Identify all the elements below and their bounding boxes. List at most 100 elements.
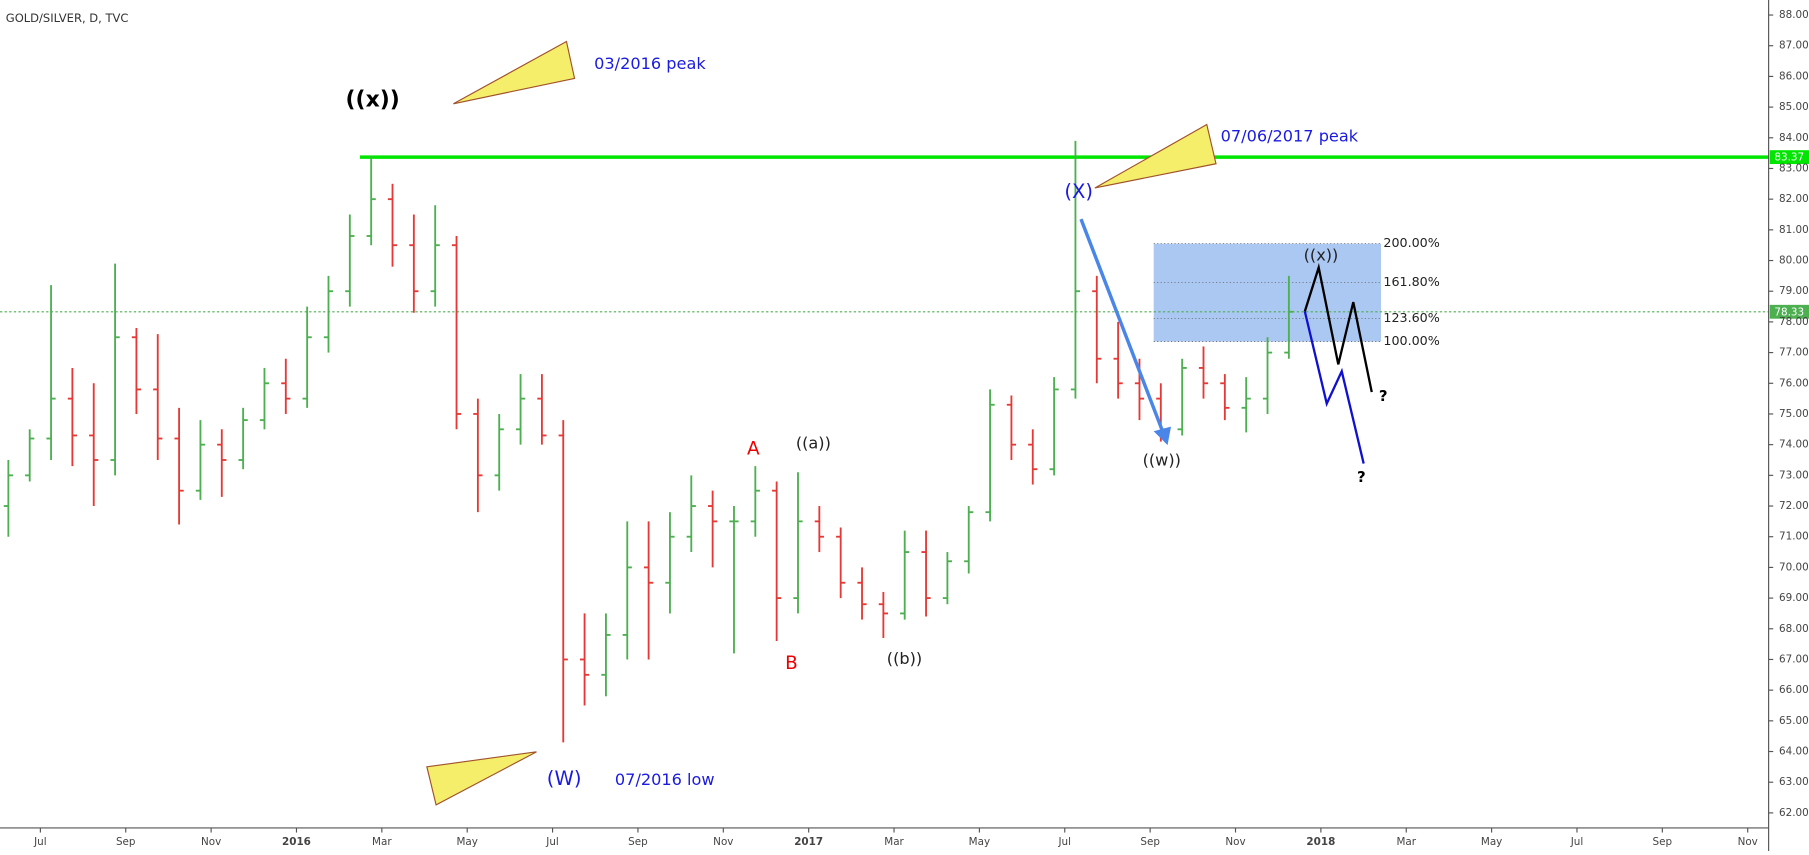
plot-area — [0, 140, 1769, 743]
ohlc-bar — [238, 407, 248, 470]
ohlc-bar — [174, 407, 184, 525]
ohlc-bar — [708, 490, 718, 568]
x-tick-label: Sep — [1140, 836, 1160, 848]
callout-triangle — [453, 40, 576, 105]
ohlc-bar — [387, 183, 398, 267]
ohlc-bar — [772, 481, 782, 642]
ohlc-bar — [1070, 140, 1081, 399]
annotation: 07/06/2017 peak — [1221, 127, 1359, 146]
ohlc-bar — [366, 156, 376, 246]
y-tick-label: 80.00 — [1779, 255, 1809, 267]
y-tick-label: 69.00 — [1779, 592, 1809, 604]
ohlc-bar — [494, 413, 504, 491]
x-tick-label: May — [969, 836, 990, 848]
ohlc-bar — [878, 591, 888, 638]
y-tick-label: 62.00 — [1779, 807, 1809, 819]
projection-path — [1303, 311, 1365, 464]
y-tick-label: 81.00 — [1779, 224, 1809, 236]
y-tick-label: 67.00 — [1779, 653, 1809, 665]
y-tick-label: 78.00 — [1779, 316, 1809, 328]
price-tag — [1769, 304, 1809, 319]
ohlc-bar — [579, 613, 590, 706]
ohlc-bar — [515, 374, 526, 445]
wave-label: ((x)) — [1304, 245, 1339, 264]
ohlc-bar — [1241, 377, 1251, 433]
wave-label: ((a)) — [796, 433, 831, 452]
ohlc-bar — [281, 358, 291, 414]
ohlc-bar — [793, 472, 803, 614]
callout-triangle — [426, 751, 537, 806]
y-tick-label: 66.00 — [1779, 684, 1809, 696]
y-tick-label: 83.00 — [1779, 162, 1809, 174]
fib-label: 123.60% — [1383, 310, 1439, 325]
y-tick-label: 73.00 — [1779, 469, 1809, 481]
y-tick-label: 63.00 — [1779, 776, 1809, 788]
ohlc-bar — [409, 214, 419, 313]
y-tick-label: 77.00 — [1779, 347, 1809, 359]
ohlc-bar — [153, 334, 163, 460]
ohlc-bar — [942, 552, 953, 605]
price-tag — [1769, 150, 1809, 165]
ohlc-bar — [430, 205, 440, 307]
wave-label: ((b)) — [887, 649, 922, 668]
ohlc-bar — [686, 475, 696, 553]
wave-label: (X) — [1064, 180, 1093, 203]
question-mark: ? — [1379, 387, 1388, 405]
ohlc-bar — [1028, 429, 1038, 485]
wave-label: A — [747, 439, 760, 460]
x-tick-label: Mar — [372, 836, 392, 848]
chart-title: GOLD/SILVER, D, TVC — [6, 11, 129, 25]
ohlc-bar — [1113, 321, 1123, 399]
y-tick-label: 84.00 — [1779, 132, 1809, 144]
x-tick-label: 2018 — [1306, 836, 1335, 848]
ohlc-bar — [857, 567, 867, 620]
y-tick-label: 68.00 — [1779, 623, 1809, 635]
ohlc-bar — [537, 374, 547, 445]
ohlc-bar — [259, 367, 270, 430]
x-tick-label: May — [1481, 836, 1502, 848]
y-tick-label: 76.00 — [1779, 377, 1809, 389]
fib-label: 200.00% — [1383, 235, 1439, 250]
ohlc-bar — [1198, 346, 1209, 399]
ohlc-bar — [46, 285, 56, 460]
ohlc-bar — [131, 328, 142, 414]
ohlc-bar — [750, 466, 760, 537]
ohlc-bar — [89, 383, 99, 507]
x-tick-label: Nov — [1738, 836, 1758, 848]
ohlc-bar — [814, 506, 824, 553]
ohlc-bar — [985, 389, 995, 522]
ohlc-bar — [900, 530, 910, 620]
ohlc-bar — [110, 263, 120, 476]
fib-zone — [1153, 243, 1381, 342]
price-tag-label: 78.33 — [1774, 306, 1804, 318]
x-tick-label: Sep — [116, 836, 136, 848]
y-tick-label: 70.00 — [1779, 561, 1809, 573]
x-tick-label: Nov — [201, 836, 221, 848]
price-tag-label: 83.37 — [1774, 152, 1804, 164]
x-tick-label: Sep — [628, 836, 648, 848]
y-tick-label: 79.00 — [1779, 285, 1809, 297]
callout-triangle — [1094, 123, 1217, 189]
ohlc-bar — [1262, 337, 1273, 414]
ohlc-bar — [729, 506, 739, 654]
fib-label: 100.00% — [1383, 333, 1439, 348]
wave-label: ((x)) — [346, 87, 400, 112]
x-tick-label: Jul — [1570, 836, 1584, 848]
y-tick-label: 82.00 — [1779, 193, 1809, 205]
x-tick-label: 2017 — [794, 836, 823, 848]
x-tick-label: Nov — [1225, 836, 1245, 848]
x-tick-label: 2016 — [282, 836, 311, 848]
wave-label: ((w)) — [1143, 451, 1181, 470]
ohlc-bar — [836, 527, 846, 599]
ohlc-bar — [558, 420, 568, 743]
x-tick-label: Jul — [545, 836, 559, 848]
wave-label: B — [785, 653, 798, 674]
y-tick-label: 87.00 — [1779, 40, 1809, 52]
ohlc-bar — [323, 275, 334, 353]
wave-label: (W) — [547, 767, 582, 790]
fib-label: 161.80% — [1383, 274, 1439, 289]
annotation: 07/2016 low — [615, 770, 715, 789]
x-tick-label: Mar — [1396, 836, 1416, 848]
y-tick-label: 65.00 — [1779, 715, 1809, 727]
x-tick-label: May — [456, 836, 477, 848]
